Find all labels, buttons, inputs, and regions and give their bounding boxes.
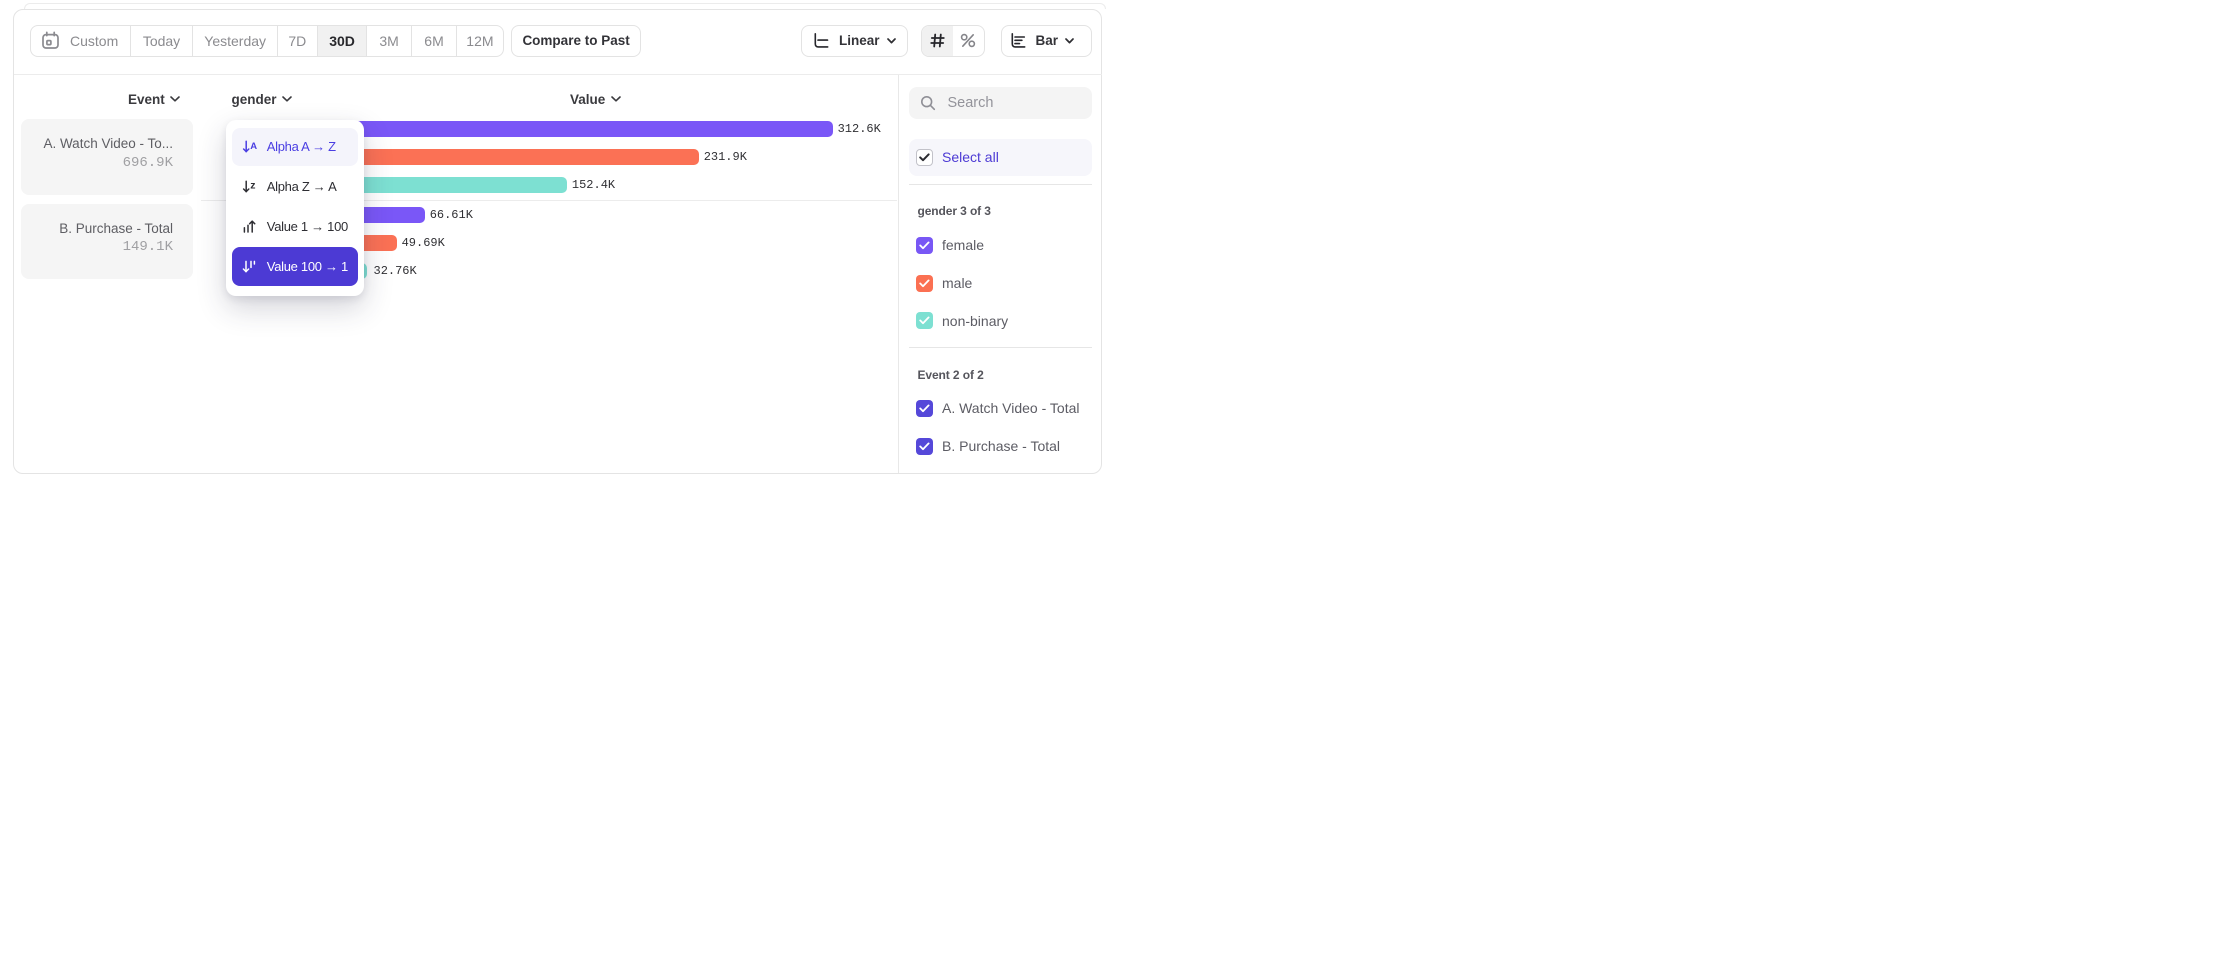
svg-text:A: A xyxy=(250,141,257,152)
svg-text:z: z xyxy=(250,180,255,192)
